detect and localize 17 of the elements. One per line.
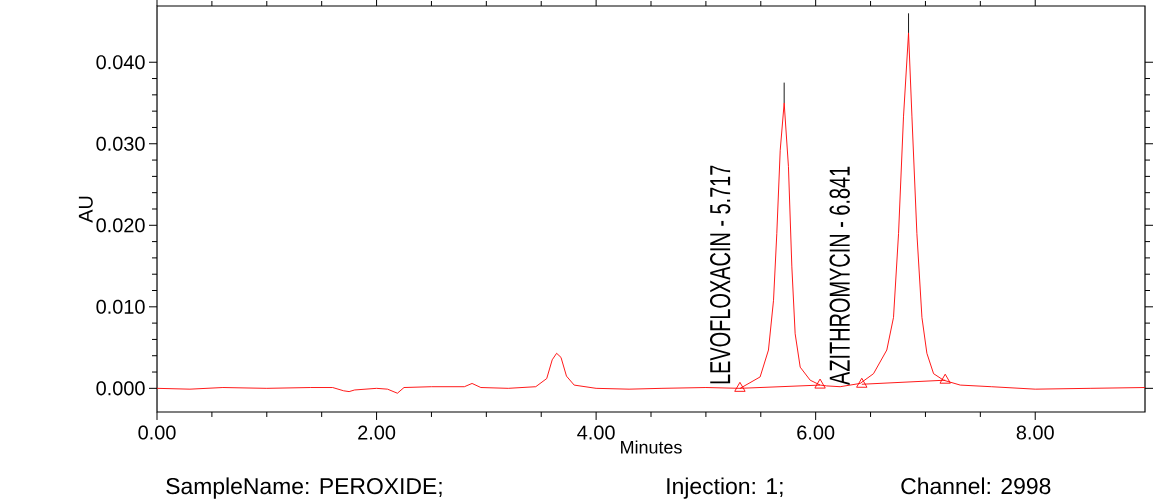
y-tick-label: 0.010 (96, 299, 145, 314)
y-tick-label: 0.030 (96, 136, 145, 151)
x-tick-label: 8.00 (1016, 425, 1054, 440)
annotation: LEVOFLOXACIN - 5.717 (709, 165, 731, 384)
text: Channel: 2998 (901, 477, 1051, 495)
y-tick-label: 0.000 (96, 381, 145, 396)
x-tick-label: 6.00 (797, 425, 835, 440)
y-axis-title: AU (78, 196, 93, 223)
x-tick-label: 4.00 (577, 425, 615, 440)
y-tick-label: 0.020 (96, 218, 145, 233)
text: Injection: 1; (667, 477, 783, 499)
x-axis-title: Minutes (621, 440, 682, 454)
y-tick-label: 0.040 (96, 55, 145, 70)
x-tick-label: 2.00 (358, 425, 396, 440)
annotation: AZITHROMYCIN - 6.841 (829, 166, 850, 385)
text: SampleName: PEROXIDE; (166, 477, 442, 499)
x-tick-label: 0.00 (138, 425, 176, 440)
